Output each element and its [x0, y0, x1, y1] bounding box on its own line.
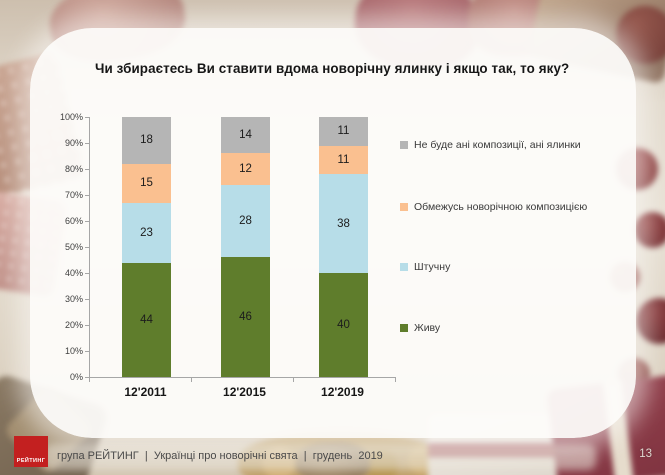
legend-item-shtuchnu: Штучну	[400, 261, 450, 273]
bar-value-label: 11	[337, 153, 350, 166]
bar-segment-zhyvu: 40	[319, 273, 368, 377]
x-axis-category-label: 12'2019	[321, 385, 364, 399]
x-axis-tick-mark	[191, 378, 192, 382]
x-axis-tick-mark	[89, 378, 90, 382]
bar-segment-ne-bude: 11	[319, 117, 368, 146]
y-axis-tick-label: 10%	[64, 346, 83, 356]
y-axis-tick-mark	[85, 351, 89, 352]
y-axis-tick-mark	[85, 377, 89, 378]
rating-group-logo: РЕЙТИНГ	[14, 436, 48, 467]
legend-label: Обмежусь новорічною композицією	[414, 201, 588, 213]
legend-swatch-shtuchnu	[400, 263, 408, 271]
y-axis-tick-mark	[85, 117, 89, 118]
y-axis-tick-mark	[85, 247, 89, 248]
plot-area: 44 23 15 18 46 28 12 14 40 38 11 11	[89, 117, 396, 378]
x-axis-tick-mark	[293, 378, 294, 382]
y-axis-tick-label: 80%	[64, 164, 83, 174]
bar-value-label: 28	[239, 215, 252, 227]
y-axis-tick-label: 70%	[64, 190, 83, 200]
bar-value-label: 23	[140, 226, 153, 239]
bar-value-label: 12	[239, 163, 252, 176]
bar-segment-shtuchnu: 38	[319, 174, 368, 273]
y-axis-tick-label: 0%	[69, 372, 83, 382]
y-axis-tick-mark	[85, 273, 89, 274]
bar-segment-ne-bude: 18	[122, 117, 171, 164]
rating-logo-text: РЕЙТИНГ	[16, 458, 46, 464]
slide-card: Чи збираєтесь Ви ставити вдома новорічну…	[30, 28, 636, 438]
legend-swatch-kompozytsiia	[400, 203, 408, 211]
legend-item-kompozytsiia: Обмежусь новорічною композицією	[400, 201, 587, 213]
y-axis-tick-mark	[85, 169, 89, 170]
bar-segment-kompozytsiia: 11	[319, 145, 368, 175]
footer-text: група РЕЙТИНГ | Українці про новорічні с…	[57, 450, 383, 462]
bar-segment-shtuchnu: 23	[122, 202, 171, 263]
x-axis-category-label: 12'2015	[223, 385, 266, 399]
bar-value-label: 18	[140, 134, 153, 147]
y-axis-tick-mark	[85, 195, 89, 196]
legend-item-zhyvu: Живу	[400, 322, 440, 334]
page-number: 13	[639, 448, 652, 460]
bar-segment-ne-bude: 14	[221, 117, 270, 154]
x-axis-tick-mark	[395, 378, 396, 382]
legend-label: Живу	[414, 322, 441, 334]
y-axis-tick-mark	[85, 143, 89, 144]
bar-value-label: 40	[337, 319, 350, 331]
bar-segment-kompozytsiia: 12	[221, 153, 270, 185]
y-axis-tick-label: 20%	[64, 320, 83, 330]
bar-value-label: 46	[239, 311, 252, 324]
y-axis-tick-label: 90%	[64, 138, 83, 148]
y-axis-tick-mark	[85, 221, 89, 222]
bar-value-label: 44	[140, 313, 153, 326]
legend-swatch-zhyvu	[400, 324, 408, 332]
legend-item-ne-bude: Не буде ані композиції, ані ялинки	[400, 139, 581, 151]
y-axis-tick-mark	[85, 325, 89, 326]
y-axis-tick-label: 100%	[59, 112, 83, 122]
bar-value-label: 38	[337, 217, 350, 230]
decoration-bauble-right-2	[634, 212, 665, 248]
bar-value-label: 14	[239, 129, 252, 142]
decoration-bauble-right-4	[636, 298, 665, 344]
bar-segment-shtuchnu: 28	[221, 184, 270, 258]
y-axis-tick-label: 60%	[64, 216, 83, 226]
y-axis-tick-label: 40%	[64, 268, 83, 278]
bar-value-label: 11	[337, 125, 350, 138]
y-axis-tick-label: 50%	[64, 242, 83, 252]
y-axis-tick-mark	[85, 299, 89, 300]
decoration-footer-band	[44, 444, 596, 470]
slide-title: Чи збираєтесь Ви ставити вдома новорічну…	[95, 61, 570, 76]
y-axis-tick-label: 30%	[64, 294, 83, 304]
legend-swatch-ne-bude	[400, 141, 408, 149]
bar-value-label: 15	[140, 177, 153, 190]
x-axis-category-label: 12'2011	[124, 385, 167, 399]
legend-label: Не буде ані композиції, ані ялинки	[414, 139, 581, 151]
bar-segment-kompozytsiia: 15	[122, 163, 171, 203]
bar-segment-zhyvu: 46	[221, 257, 270, 377]
bar-segment-zhyvu: 44	[122, 262, 171, 377]
legend-label: Штучну	[414, 261, 451, 273]
